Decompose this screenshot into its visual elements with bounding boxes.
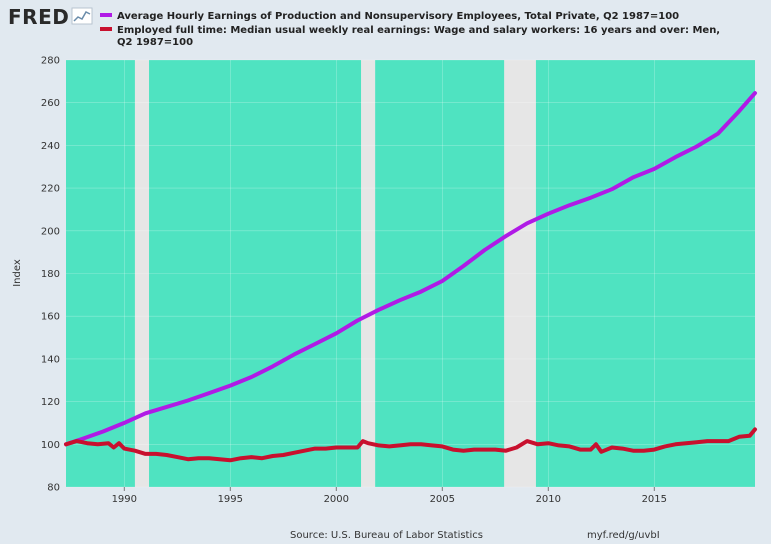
series-line-2: [64, 427, 757, 463]
y-tick-label-9: 260: [41, 98, 60, 109]
x-tick-label-2: 2000: [324, 494, 349, 505]
y-tick-label-4: 160: [41, 312, 60, 323]
legend: Average Hourly Earnings of Production an…: [100, 11, 724, 48]
y-axis: 80 100 120 140 160 180 200 220 240 260 280: [41, 56, 60, 494]
x-tick-label-0: 1990: [112, 494, 137, 505]
legend-item-1[interactable]: Average Hourly Earnings of Production an…: [100, 11, 679, 22]
recession-band-2: [361, 60, 376, 487]
y-tick-label-1: 100: [41, 440, 60, 451]
source-note: Source: U.S. Bureau of Labor Statistics: [290, 530, 483, 541]
y-tick-label-3: 140: [41, 354, 60, 365]
recession-band-3: [504, 60, 536, 487]
y-tick-label-5: 180: [41, 269, 60, 280]
legend-item-2[interactable]: Employed full time: Median usual weekly …: [100, 25, 724, 48]
legend-label-2-line-2: Q2 1987=100: [117, 37, 193, 48]
short-url[interactable]: myf.red/g/uvbI: [587, 530, 660, 541]
y-axis-label: Index: [12, 259, 23, 287]
legend-label-1: Average Hourly Earnings of Production an…: [117, 11, 679, 22]
series-lines: [64, 91, 757, 463]
x-tick-label-4: 2010: [536, 494, 561, 505]
legend-label-2-line-1: Employed full time: Median usual weekly …: [117, 25, 720, 36]
series-line-1: [64, 91, 757, 447]
gridlines: [66, 59, 755, 488]
recession-bands: [134, 60, 536, 487]
y-tick-label-0: 80: [47, 483, 60, 494]
legend-swatch-2: [100, 27, 112, 31]
x-tick-label-5: 2015: [642, 494, 667, 505]
y-tick-label-10: 280: [41, 56, 60, 67]
x-axis: 1990 1995 2000 2005 2010 2015: [112, 487, 667, 505]
plot-area: [66, 60, 755, 487]
legend-swatch-1: [100, 13, 112, 17]
line-chart-icon: [71, 7, 93, 25]
x-tick-label-3: 2005: [430, 494, 455, 505]
legend-label-2: Employed full time: Median usual weekly …: [117, 25, 724, 48]
y-tick-label-8: 240: [41, 141, 60, 152]
fred-logo-text: FRED: [8, 5, 69, 29]
y-tick-label-6: 200: [41, 226, 60, 237]
fred-logo[interactable]: FRED: [8, 5, 93, 29]
recession-band-1: [134, 60, 150, 487]
x-tick-label-1: 1995: [218, 494, 243, 505]
y-tick-label-7: 220: [41, 184, 60, 195]
y-tick-label-2: 120: [41, 397, 60, 408]
